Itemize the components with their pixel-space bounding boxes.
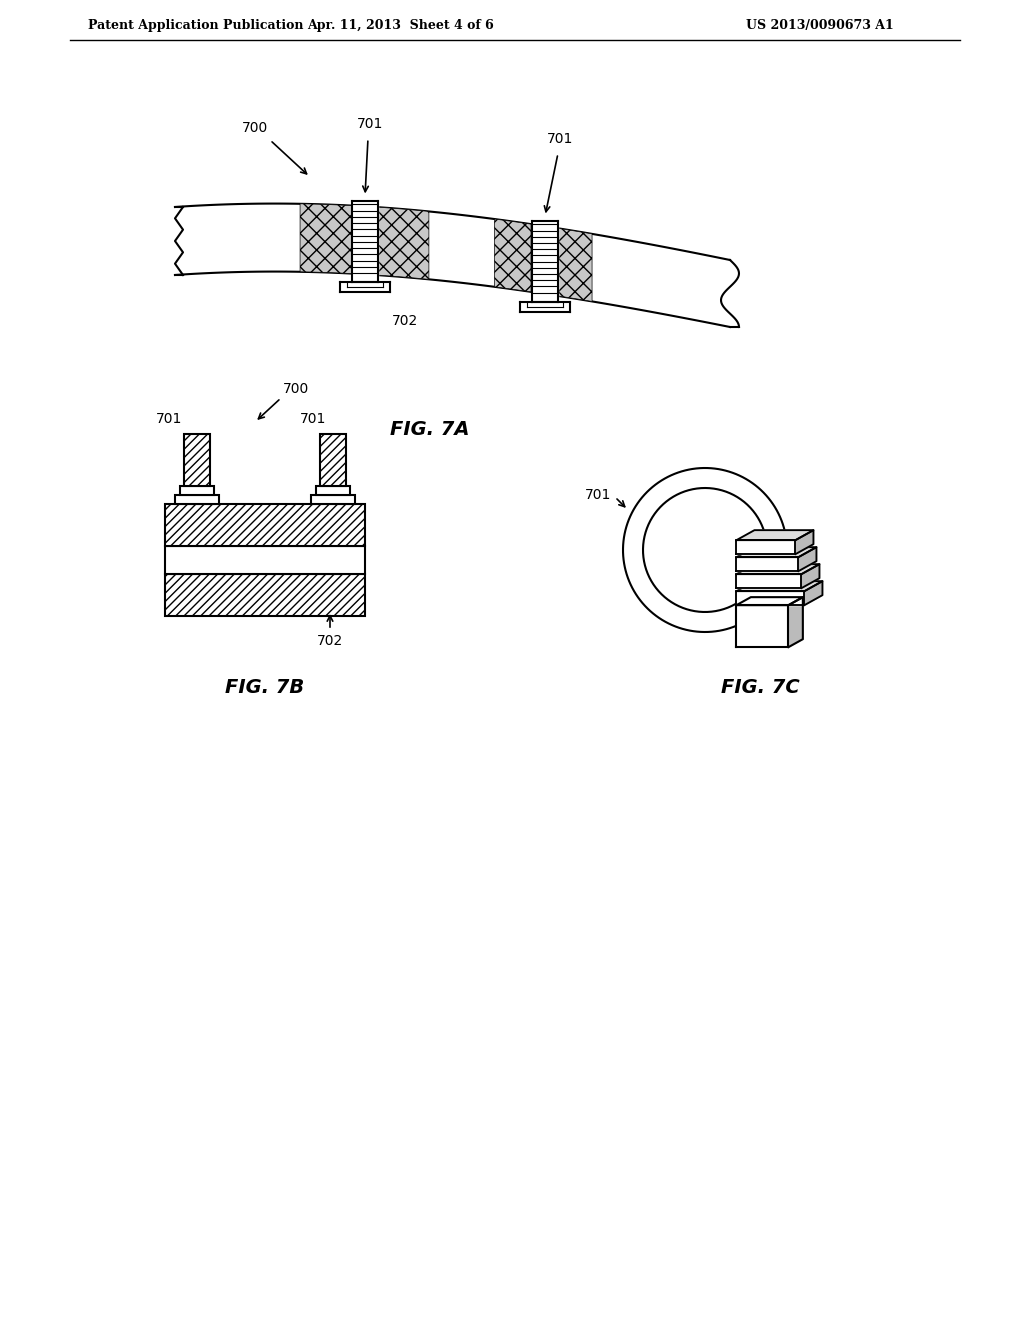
Text: Apr. 11, 2013  Sheet 4 of 6: Apr. 11, 2013 Sheet 4 of 6 (306, 18, 494, 32)
Polygon shape (379, 207, 531, 292)
Polygon shape (352, 202, 378, 282)
Bar (175, 495, 219, 504)
Polygon shape (736, 574, 802, 589)
Text: FIG. 7B: FIG. 7B (225, 678, 304, 697)
Polygon shape (532, 222, 558, 302)
Polygon shape (805, 581, 822, 605)
Bar (165, 546, 365, 574)
Text: US 2013/0090673 A1: US 2013/0090673 A1 (746, 18, 894, 32)
Text: 702: 702 (316, 634, 343, 648)
Text: 700: 700 (283, 381, 309, 396)
Text: 701: 701 (585, 488, 611, 502)
Polygon shape (557, 228, 730, 327)
Polygon shape (788, 597, 803, 647)
Polygon shape (736, 605, 788, 647)
Bar (165, 574, 365, 616)
Bar (316, 486, 350, 495)
Text: 701: 701 (300, 412, 327, 426)
Polygon shape (736, 531, 813, 540)
Polygon shape (340, 282, 390, 292)
Bar (165, 504, 365, 546)
Polygon shape (175, 203, 352, 275)
Polygon shape (736, 548, 816, 557)
Polygon shape (796, 531, 813, 554)
Polygon shape (736, 564, 819, 574)
Text: 701: 701 (156, 412, 182, 426)
Polygon shape (799, 548, 816, 572)
Polygon shape (520, 302, 570, 312)
Text: 701: 701 (356, 117, 383, 132)
Polygon shape (802, 564, 819, 589)
Bar (319, 434, 346, 486)
Polygon shape (557, 228, 592, 301)
Text: 701: 701 (547, 132, 573, 147)
Text: Patent Application Publication: Patent Application Publication (88, 18, 303, 32)
Bar (180, 486, 214, 495)
Bar (184, 434, 210, 486)
Polygon shape (736, 581, 822, 591)
Text: 700: 700 (242, 121, 268, 135)
Polygon shape (379, 207, 429, 280)
Polygon shape (300, 203, 352, 273)
Text: FIG. 7A: FIG. 7A (390, 420, 470, 440)
Polygon shape (736, 557, 799, 572)
Bar (311, 495, 355, 504)
Polygon shape (736, 591, 805, 605)
Polygon shape (736, 597, 803, 605)
Polygon shape (495, 219, 531, 292)
Text: 702: 702 (392, 314, 418, 329)
Polygon shape (736, 540, 796, 554)
Text: FIG. 7C: FIG. 7C (721, 678, 800, 697)
